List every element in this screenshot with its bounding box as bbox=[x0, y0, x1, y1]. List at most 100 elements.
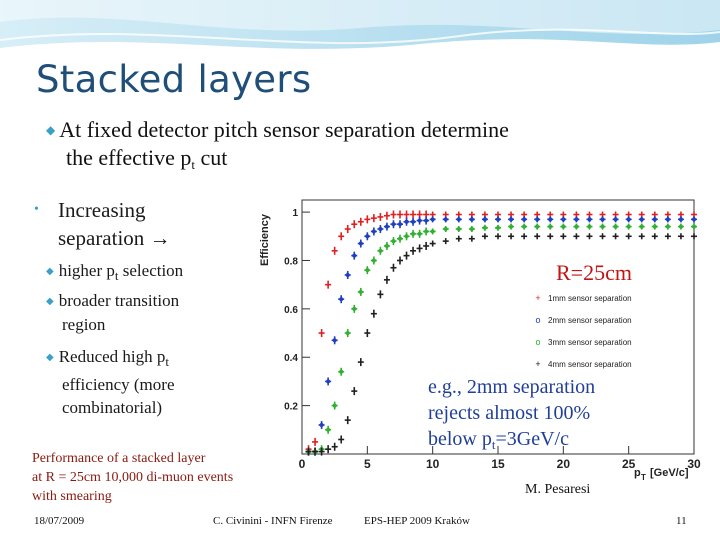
data-point bbox=[547, 216, 554, 223]
dot-bullet-icon: • bbox=[34, 202, 39, 217]
data-point bbox=[423, 216, 430, 225]
data-point bbox=[351, 304, 358, 313]
data-point bbox=[410, 229, 417, 238]
data-point bbox=[410, 210, 417, 219]
data-point bbox=[481, 216, 488, 223]
data-point bbox=[416, 229, 423, 238]
data-point bbox=[403, 217, 410, 226]
data-point bbox=[390, 210, 397, 219]
efficiency-chart-svg: 0 5 10 15 20 25 30 0.2 0.4 0.6 0.8 1 Efficiency p T [Ge… bbox=[259, 199, 701, 480]
y-axis-label: Efficiency bbox=[259, 213, 271, 266]
data-point bbox=[664, 223, 671, 230]
data-point bbox=[638, 233, 645, 240]
data-point bbox=[612, 233, 619, 240]
data-point bbox=[468, 226, 475, 233]
reduced-line1: Reduced high p bbox=[58, 347, 166, 366]
bullet2-line1: Increasing bbox=[58, 198, 146, 222]
data-point bbox=[625, 223, 632, 230]
data-point bbox=[383, 275, 390, 284]
data-point bbox=[560, 223, 567, 230]
data-point bbox=[560, 216, 567, 223]
data-point bbox=[455, 216, 462, 223]
higher-subscript: t bbox=[114, 268, 119, 283]
x-tick-label: 10 bbox=[426, 457, 440, 471]
data-point bbox=[377, 290, 384, 299]
y-tick-label: 0.4 bbox=[284, 353, 298, 364]
data-point bbox=[521, 216, 528, 223]
data-point bbox=[455, 235, 462, 242]
data-point bbox=[677, 223, 684, 230]
data-point bbox=[573, 216, 580, 223]
bullet1-line2-text: the effective p bbox=[66, 145, 192, 170]
data-point bbox=[651, 223, 658, 230]
data-point bbox=[383, 222, 390, 231]
data-point bbox=[586, 233, 593, 240]
data-point bbox=[364, 329, 371, 338]
perf-line2: at R = 25cm 10,000 di-muon events bbox=[32, 470, 234, 485]
bullet1-line1: At fixed detector pitch sensor separatio… bbox=[59, 117, 509, 142]
data-point bbox=[573, 233, 580, 240]
data-point bbox=[495, 224, 501, 231]
svg-text:1mm sensor separation: 1mm sensor separation bbox=[548, 294, 632, 303]
data-point bbox=[508, 223, 515, 230]
data-point bbox=[468, 216, 475, 223]
data-point bbox=[403, 251, 410, 260]
data-point bbox=[383, 211, 390, 220]
note-line1: e.g., 2mm separation bbox=[428, 376, 596, 398]
x-axis-label-subscript: T bbox=[641, 473, 646, 480]
legend-entry: +4mm sensor separation bbox=[535, 359, 631, 369]
data-point bbox=[370, 214, 377, 223]
data-point bbox=[612, 216, 619, 223]
data-point bbox=[364, 266, 371, 275]
note-line3-text: below p bbox=[428, 428, 492, 450]
data-point bbox=[481, 224, 488, 231]
svg-text:3mm sensor separation: 3mm sensor separation bbox=[548, 338, 632, 347]
data-point bbox=[377, 212, 384, 221]
data-point bbox=[495, 233, 501, 240]
right-arrow-icon: → bbox=[149, 226, 171, 250]
footer-conference: EPS-HEP 2009 Kraków bbox=[364, 515, 470, 527]
data-point bbox=[560, 233, 567, 240]
broader-line1: broader transition bbox=[58, 291, 180, 310]
data-point bbox=[344, 225, 351, 234]
data-point bbox=[429, 240, 436, 247]
data-point bbox=[338, 232, 345, 241]
data-point bbox=[338, 295, 345, 304]
data-point bbox=[357, 217, 364, 226]
svg-text:4mm sensor separation: 4mm sensor separation bbox=[548, 360, 632, 369]
data-point bbox=[397, 234, 403, 243]
data-point bbox=[410, 217, 417, 226]
x-axis-label: p bbox=[634, 467, 641, 479]
data-point bbox=[357, 358, 364, 367]
data-point bbox=[305, 447, 312, 456]
legend-entry: +1mm sensor separation bbox=[535, 293, 631, 303]
data-point bbox=[416, 216, 423, 225]
data-point bbox=[338, 367, 345, 376]
data-point bbox=[377, 246, 384, 255]
radius-label: R=25cm bbox=[556, 260, 632, 285]
data-point bbox=[508, 233, 515, 240]
data-point bbox=[416, 244, 423, 253]
author-credit: M. Pesaresi bbox=[525, 482, 591, 497]
reduced-line2: efficiency (more bbox=[62, 375, 175, 394]
bullet1-line2: the effective pt cut bbox=[46, 144, 686, 179]
data-point bbox=[481, 233, 488, 240]
note-line3-end: =3GeV/c bbox=[495, 428, 569, 450]
data-point bbox=[351, 387, 358, 396]
data-point bbox=[390, 220, 397, 229]
svg-text:+: + bbox=[535, 293, 540, 303]
x-tick-label: 0 bbox=[299, 457, 306, 471]
data-point bbox=[357, 287, 364, 296]
footer-date: 18/07/2009 bbox=[34, 515, 85, 527]
data-point bbox=[664, 216, 671, 223]
data-point bbox=[547, 223, 554, 230]
data-point bbox=[351, 251, 358, 260]
higher-text: higher p bbox=[58, 261, 115, 280]
data-point bbox=[534, 223, 541, 230]
y-tick-label: 0.2 bbox=[284, 402, 298, 413]
bullet2-line2-text: separation bbox=[58, 226, 145, 250]
data-point bbox=[429, 216, 436, 223]
header-band bbox=[0, 0, 720, 62]
data-point bbox=[357, 239, 364, 248]
performance-caption: Performance of a stacked layer at R = 25… bbox=[32, 449, 233, 506]
